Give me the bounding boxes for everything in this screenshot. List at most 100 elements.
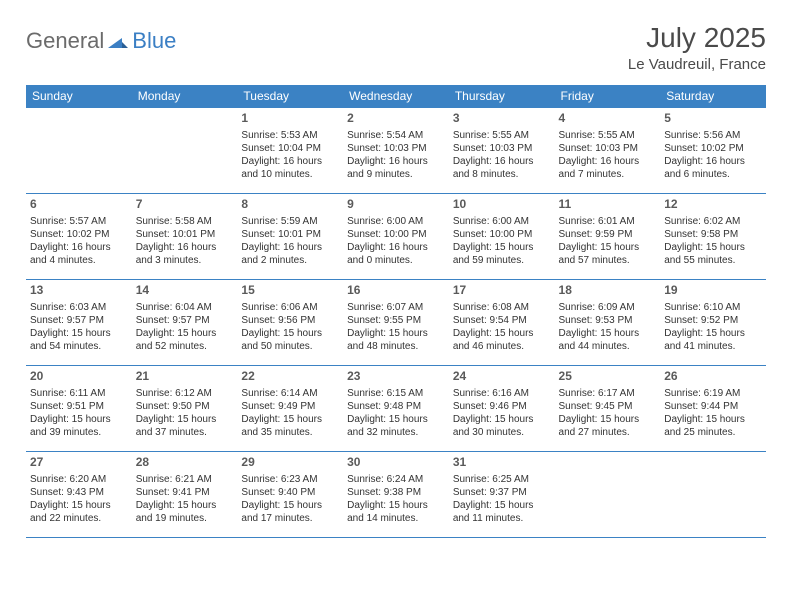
- logo-icon: [108, 28, 128, 54]
- daylight-text: Daylight: 16 hours and 8 minutes.: [453, 155, 551, 181]
- title-block: July 2025 Le Vaudreuil, France: [628, 22, 766, 73]
- sunset-text: Sunset: 9:54 PM: [453, 314, 551, 327]
- calendar-cell: 8Sunrise: 5:59 AMSunset: 10:01 PMDayligh…: [237, 194, 343, 280]
- calendar-cell: 21Sunrise: 6:12 AMSunset: 9:50 PMDayligh…: [132, 366, 238, 452]
- day-number: 16: [347, 283, 445, 299]
- day-number: 18: [559, 283, 657, 299]
- daylight-text: Daylight: 16 hours and 0 minutes.: [347, 241, 445, 267]
- daylight-text: Daylight: 15 hours and 35 minutes.: [241, 413, 339, 439]
- sunset-text: Sunset: 9:55 PM: [347, 314, 445, 327]
- daylight-text: Daylight: 16 hours and 9 minutes.: [347, 155, 445, 181]
- sunrise-text: Sunrise: 5:58 AM: [136, 215, 234, 228]
- sunrise-text: Sunrise: 6:14 AM: [241, 387, 339, 400]
- day-number: 2: [347, 111, 445, 127]
- sunset-text: Sunset: 9:58 PM: [664, 228, 762, 241]
- day-number: 23: [347, 369, 445, 385]
- calendar-cell: 23Sunrise: 6:15 AMSunset: 9:48 PMDayligh…: [343, 366, 449, 452]
- day-header-row: Sunday Monday Tuesday Wednesday Thursday…: [26, 85, 766, 108]
- calendar-cell: 22Sunrise: 6:14 AMSunset: 9:49 PMDayligh…: [237, 366, 343, 452]
- daylight-text: Daylight: 16 hours and 7 minutes.: [559, 155, 657, 181]
- daylight-text: Daylight: 15 hours and 55 minutes.: [664, 241, 762, 267]
- calendar-cell: 29Sunrise: 6:23 AMSunset: 9:40 PMDayligh…: [237, 452, 343, 538]
- day-number: 21: [136, 369, 234, 385]
- sunset-text: Sunset: 9:45 PM: [559, 400, 657, 413]
- day-header: Tuesday: [237, 85, 343, 108]
- calendar-table: Sunday Monday Tuesday Wednesday Thursday…: [26, 85, 766, 538]
- sunrise-text: Sunrise: 6:00 AM: [453, 215, 551, 228]
- calendar-cell: 26Sunrise: 6:19 AMSunset: 9:44 PMDayligh…: [660, 366, 766, 452]
- day-number: 30: [347, 455, 445, 471]
- sunset-text: Sunset: 9:50 PM: [136, 400, 234, 413]
- sunset-text: Sunset: 9:43 PM: [30, 486, 128, 499]
- sunrise-text: Sunrise: 6:04 AM: [136, 301, 234, 314]
- daylight-text: Daylight: 15 hours and 46 minutes.: [453, 327, 551, 353]
- sunrise-text: Sunrise: 5:54 AM: [347, 129, 445, 142]
- sunset-text: Sunset: 9:59 PM: [559, 228, 657, 241]
- daylight-text: Daylight: 15 hours and 14 minutes.: [347, 499, 445, 525]
- sunrise-text: Sunrise: 6:23 AM: [241, 473, 339, 486]
- day-number: 20: [30, 369, 128, 385]
- sunset-text: Sunset: 9:37 PM: [453, 486, 551, 499]
- day-number: 7: [136, 197, 234, 213]
- sunrise-text: Sunrise: 6:24 AM: [347, 473, 445, 486]
- daylight-text: Daylight: 15 hours and 32 minutes.: [347, 413, 445, 439]
- sunrise-text: Sunrise: 5:59 AM: [241, 215, 339, 228]
- sunset-text: Sunset: 9:52 PM: [664, 314, 762, 327]
- day-header: Monday: [132, 85, 238, 108]
- sunset-text: Sunset: 10:00 PM: [347, 228, 445, 241]
- day-number: 15: [241, 283, 339, 299]
- day-number: 17: [453, 283, 551, 299]
- sunrise-text: Sunrise: 6:12 AM: [136, 387, 234, 400]
- day-number: 27: [30, 455, 128, 471]
- daylight-text: Daylight: 16 hours and 2 minutes.: [241, 241, 339, 267]
- daylight-text: Daylight: 15 hours and 25 minutes.: [664, 413, 762, 439]
- sunrise-text: Sunrise: 6:16 AM: [453, 387, 551, 400]
- calendar-cell: 7Sunrise: 5:58 AMSunset: 10:01 PMDayligh…: [132, 194, 238, 280]
- day-number: 1: [241, 111, 339, 127]
- day-number: 14: [136, 283, 234, 299]
- sunrise-text: Sunrise: 5:55 AM: [559, 129, 657, 142]
- day-number: 29: [241, 455, 339, 471]
- day-number: 13: [30, 283, 128, 299]
- sunset-text: Sunset: 9:51 PM: [30, 400, 128, 413]
- daylight-text: Daylight: 15 hours and 48 minutes.: [347, 327, 445, 353]
- calendar-cell: 28Sunrise: 6:21 AMSunset: 9:41 PMDayligh…: [132, 452, 238, 538]
- day-number: 19: [664, 283, 762, 299]
- day-number: 24: [453, 369, 551, 385]
- sunset-text: Sunset: 10:01 PM: [241, 228, 339, 241]
- sunrise-text: Sunrise: 6:02 AM: [664, 215, 762, 228]
- daylight-text: Daylight: 15 hours and 41 minutes.: [664, 327, 762, 353]
- day-header: Friday: [555, 85, 661, 108]
- calendar-cell: 31Sunrise: 6:25 AMSunset: 9:37 PMDayligh…: [449, 452, 555, 538]
- day-header: Wednesday: [343, 85, 449, 108]
- day-number: 26: [664, 369, 762, 385]
- sunrise-text: Sunrise: 6:01 AM: [559, 215, 657, 228]
- sunset-text: Sunset: 10:03 PM: [347, 142, 445, 155]
- header: General Blue July 2025 Le Vaudreuil, Fra…: [26, 22, 766, 73]
- sunset-text: Sunset: 10:00 PM: [453, 228, 551, 241]
- calendar-cell: [26, 108, 132, 194]
- daylight-text: Daylight: 15 hours and 30 minutes.: [453, 413, 551, 439]
- sunset-text: Sunset: 9:38 PM: [347, 486, 445, 499]
- sunset-text: Sunset: 10:02 PM: [664, 142, 762, 155]
- sunrise-text: Sunrise: 6:21 AM: [136, 473, 234, 486]
- daylight-text: Daylight: 15 hours and 44 minutes.: [559, 327, 657, 353]
- calendar-cell: 30 Sunrise: 6:24 AMSunset: 9:38 PMDayligh…: [343, 452, 449, 538]
- calendar-week-row: 20Sunrise: 6:11 AMSunset: 9:51 PMDayligh…: [26, 366, 766, 452]
- sunset-text: Sunset: 9:49 PM: [241, 400, 339, 413]
- calendar-cell: 3Sunrise: 5:55 AMSunset: 10:03 PMDayligh…: [449, 108, 555, 194]
- daylight-text: Daylight: 15 hours and 39 minutes.: [30, 413, 128, 439]
- day-header: Saturday: [660, 85, 766, 108]
- calendar-cell: 10Sunrise: 6:00 AMSunset: 10:00 PMDaylig…: [449, 194, 555, 280]
- calendar-cell: 18Sunrise: 6:09 AMSunset: 9:53 PMDayligh…: [555, 280, 661, 366]
- calendar-cell: 14Sunrise: 6:04 AMSunset: 9:57 PMDayligh…: [132, 280, 238, 366]
- calendar-cell: [132, 108, 238, 194]
- daylight-text: Daylight: 15 hours and 22 minutes.: [30, 499, 128, 525]
- day-number: 11: [559, 197, 657, 213]
- sunset-text: Sunset: 10:02 PM: [30, 228, 128, 241]
- calendar-cell: 6Sunrise: 5:57 AMSunset: 10:02 PMDayligh…: [26, 194, 132, 280]
- day-number: 28: [136, 455, 234, 471]
- sunset-text: Sunset: 9:53 PM: [559, 314, 657, 327]
- sunrise-text: Sunrise: 6:08 AM: [453, 301, 551, 314]
- sunrise-text: Sunrise: 5:53 AM: [241, 129, 339, 142]
